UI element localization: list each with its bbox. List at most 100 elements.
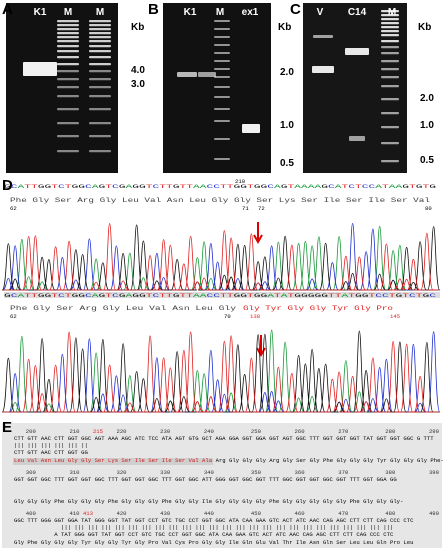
ruler-label: 410 bbox=[69, 510, 80, 517]
lane-label: ex1 bbox=[242, 7, 259, 18]
ruler-label: 200 bbox=[26, 428, 37, 435]
marker-label: 0.5 bbox=[420, 155, 434, 166]
protein-sequence: Phe Gly Ser Arg Gly Leu Val Asn Leu Gly … bbox=[10, 197, 430, 204]
residue-number: 72 bbox=[258, 205, 265, 212]
band bbox=[381, 14, 399, 17]
panel-label: A bbox=[2, 1, 13, 18]
band bbox=[349, 136, 365, 141]
ruler-label: 370 bbox=[338, 469, 349, 476]
separator bbox=[4, 292, 440, 298]
lane-label: V bbox=[317, 7, 324, 18]
band bbox=[57, 32, 79, 35]
panel-label: C bbox=[290, 1, 301, 18]
sequence: A TAT GGG GGT TAT GGT CCT GTC TGC CCT GG… bbox=[14, 531, 394, 538]
trace bbox=[2, 331, 440, 413]
residue-number: 71 bbox=[242, 205, 249, 212]
lane-label: K1 bbox=[184, 7, 197, 18]
band bbox=[89, 122, 111, 125]
ruler-label: 360 bbox=[295, 469, 306, 476]
band bbox=[381, 26, 399, 29]
marker-label: 4.0 bbox=[131, 65, 145, 76]
residue-number: 145 bbox=[390, 313, 400, 320]
band bbox=[57, 108, 79, 111]
residue-number: 62 bbox=[10, 205, 17, 212]
ruler-label: 470 bbox=[338, 510, 349, 517]
band bbox=[381, 10, 399, 13]
highlight bbox=[13, 458, 214, 465]
residue-number: 138 bbox=[250, 313, 260, 320]
alignment-box bbox=[2, 423, 442, 548]
ruler-label: 290 bbox=[429, 428, 440, 435]
band bbox=[89, 56, 111, 59]
band bbox=[381, 142, 399, 145]
band bbox=[57, 95, 79, 98]
gel bbox=[303, 3, 407, 173]
sequence: GGT GGT GGC TTT GGT GGT GGC TTT GGT GGT … bbox=[14, 476, 397, 483]
band bbox=[214, 158, 230, 160]
band bbox=[214, 44, 230, 46]
ruler-label: 250 bbox=[251, 428, 262, 435]
marker-label: 1.0 bbox=[420, 120, 434, 131]
band bbox=[381, 76, 399, 79]
band bbox=[57, 56, 79, 59]
band bbox=[214, 28, 230, 30]
lane-label: M bbox=[64, 7, 72, 18]
panel-label: B bbox=[148, 1, 159, 18]
band bbox=[89, 20, 111, 23]
lane-label: M bbox=[388, 7, 396, 18]
lane-label: K1 bbox=[34, 7, 47, 18]
ruler-label: 230 bbox=[160, 428, 171, 435]
ruler-label: 460 bbox=[295, 510, 306, 517]
band bbox=[89, 70, 111, 73]
band bbox=[57, 45, 79, 48]
residue-number: 80 bbox=[425, 205, 432, 212]
band bbox=[381, 126, 399, 129]
band bbox=[89, 150, 111, 153]
band bbox=[381, 85, 399, 88]
residue-number: 62 bbox=[10, 313, 17, 320]
band bbox=[214, 60, 230, 62]
panel-label: D bbox=[2, 177, 13, 194]
arrow bbox=[253, 222, 263, 245]
ruler-label: 280 bbox=[385, 428, 396, 435]
protein-sequence: Arg Gly Gly Gly Arg Gly Ser Gly Phe Gly … bbox=[216, 457, 444, 464]
ruler-label: 260 bbox=[295, 428, 306, 435]
match-line: ||| ||| ||| ||| ||| || bbox=[14, 442, 88, 449]
band bbox=[381, 52, 399, 55]
unit-label: Kb bbox=[131, 22, 144, 33]
unit-label: Kb bbox=[278, 22, 291, 33]
marker-label: 1.0 bbox=[280, 120, 294, 131]
band bbox=[381, 46, 399, 49]
band bbox=[381, 22, 399, 25]
band bbox=[89, 108, 111, 111]
band bbox=[57, 24, 79, 27]
protein-sequence: Gly Tyr Gly Gly Tyr Gly Pro bbox=[243, 305, 393, 312]
position-label: 210 bbox=[235, 178, 246, 185]
ruler-label: 340 bbox=[204, 469, 215, 476]
band bbox=[198, 72, 216, 77]
band bbox=[89, 45, 111, 48]
band bbox=[89, 86, 111, 89]
ruler-label: 300 bbox=[26, 469, 37, 476]
band bbox=[89, 135, 111, 138]
band bbox=[89, 40, 111, 43]
band bbox=[214, 20, 230, 22]
band bbox=[214, 120, 230, 122]
ruler-label: 240 bbox=[204, 428, 215, 435]
unit-label: Kb bbox=[418, 22, 431, 33]
band bbox=[242, 124, 260, 133]
band bbox=[214, 96, 230, 98]
band bbox=[312, 66, 334, 73]
band bbox=[57, 150, 79, 153]
band bbox=[214, 52, 230, 54]
ruler-label: 270 bbox=[338, 428, 349, 435]
lane-label: M bbox=[216, 7, 224, 18]
ruler-label: 400 bbox=[26, 510, 37, 517]
band bbox=[214, 108, 230, 110]
ruler-label: 330 bbox=[160, 469, 171, 476]
band bbox=[57, 20, 79, 23]
ruler-label: 380 bbox=[385, 469, 396, 476]
band bbox=[23, 62, 57, 76]
protein-sequence: Leu Val Asn Leu Gly Gly Ser Lys Ser Ile … bbox=[14, 457, 213, 464]
band bbox=[381, 34, 399, 37]
